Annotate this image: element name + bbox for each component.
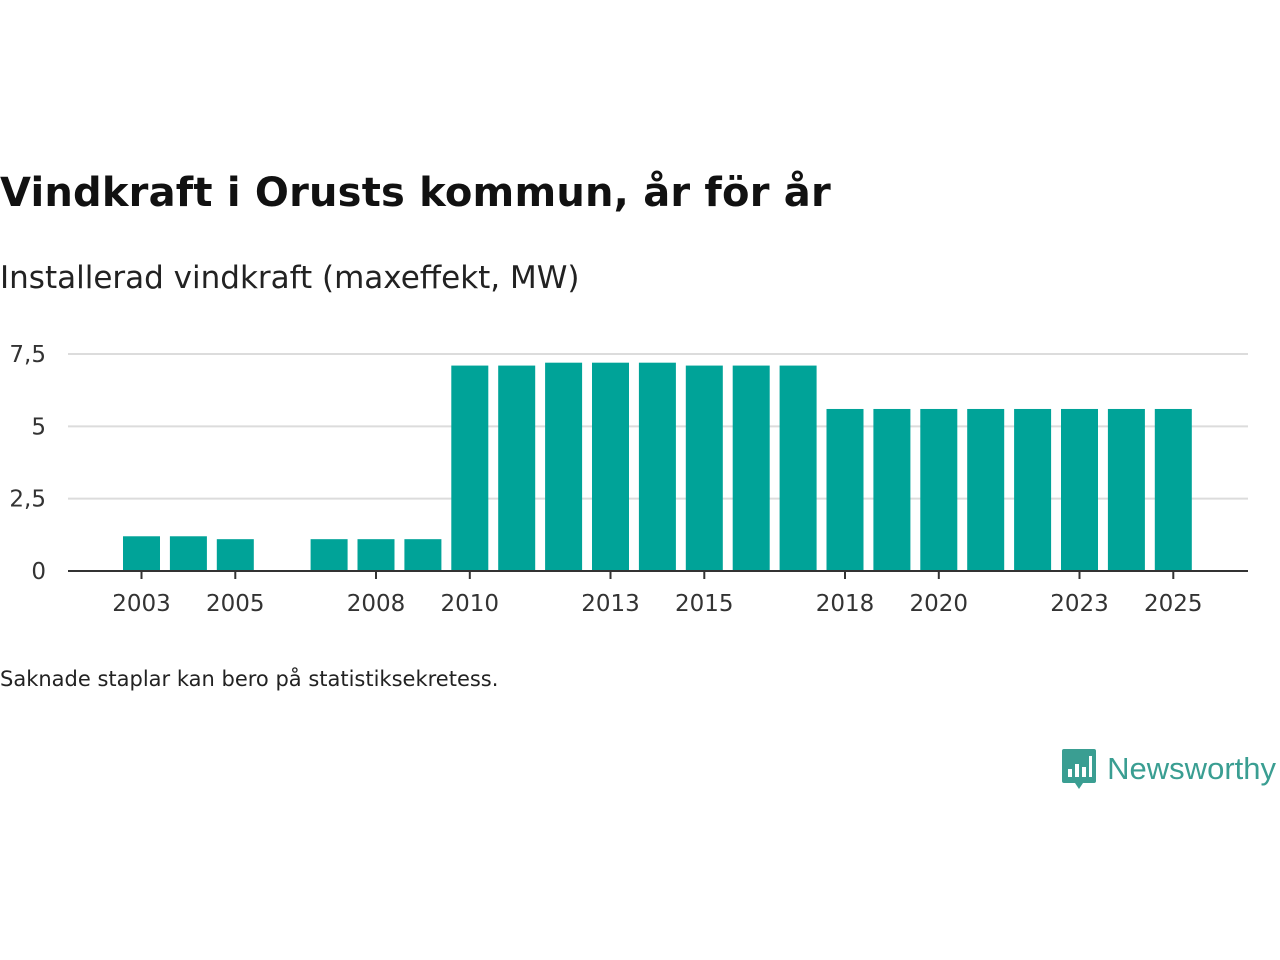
x-tick-label: 2015 bbox=[675, 591, 734, 617]
bar bbox=[685, 365, 723, 571]
x-tick-label: 2005 bbox=[206, 591, 265, 617]
bar bbox=[404, 539, 442, 571]
bar bbox=[123, 536, 160, 571]
bar bbox=[732, 365, 770, 571]
brand: Newsworthy bbox=[1061, 747, 1276, 791]
x-tick-label: 2003 bbox=[112, 591, 171, 617]
y-tick-label: 2,5 bbox=[9, 487, 46, 513]
x-tick-label: 2013 bbox=[581, 591, 640, 617]
newsworthy-logo-icon bbox=[1062, 749, 1097, 789]
bar bbox=[357, 539, 395, 571]
brand-name: Newsworthy bbox=[1107, 751, 1276, 786]
chart-title: Vindkraft i Orusts kommun, år för år bbox=[0, 170, 831, 216]
bar bbox=[779, 365, 817, 571]
bar bbox=[873, 408, 911, 571]
x-tick-label: 2018 bbox=[816, 591, 875, 617]
bar bbox=[498, 365, 536, 571]
bar bbox=[1107, 408, 1145, 571]
y-tick-label: 7,5 bbox=[9, 342, 46, 368]
footnote: Saknade staplar kan bero på statistiksek… bbox=[0, 667, 499, 691]
bar bbox=[1154, 408, 1192, 571]
x-tick-label: 2010 bbox=[441, 591, 500, 617]
bar bbox=[920, 408, 958, 571]
x-tick-label: 2025 bbox=[1144, 591, 1203, 617]
bar bbox=[967, 408, 1005, 571]
bar bbox=[169, 536, 207, 571]
x-tick-label: 2020 bbox=[910, 591, 969, 617]
y-tick-label: 5 bbox=[31, 414, 46, 440]
bar bbox=[1061, 408, 1098, 571]
bar bbox=[545, 362, 583, 571]
bar bbox=[826, 408, 864, 571]
bar bbox=[1014, 408, 1052, 571]
x-tick-label: 2023 bbox=[1050, 591, 1109, 617]
y-tick-label: 0 bbox=[31, 559, 46, 585]
bar bbox=[638, 362, 676, 571]
bar bbox=[310, 539, 348, 571]
bar bbox=[592, 362, 629, 571]
bar-chart: 0 2,5 5 7,5 2003 2005 2008 2010 2013 2015 2018 2020… bbox=[9, 342, 1248, 617]
chart-subtitle: Installerad vindkraft (maxeffekt, MW) bbox=[0, 260, 580, 296]
x-tick-label: 2008 bbox=[347, 591, 406, 617]
bar bbox=[216, 539, 254, 571]
bar bbox=[451, 365, 489, 571]
